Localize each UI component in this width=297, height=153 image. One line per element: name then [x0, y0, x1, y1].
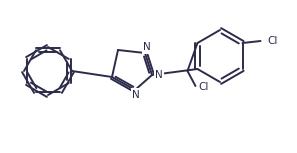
Text: N: N — [155, 70, 163, 80]
Text: N: N — [132, 90, 140, 100]
Text: N: N — [143, 42, 151, 52]
Text: Cl: Cl — [198, 82, 209, 92]
Text: Cl: Cl — [267, 36, 278, 46]
